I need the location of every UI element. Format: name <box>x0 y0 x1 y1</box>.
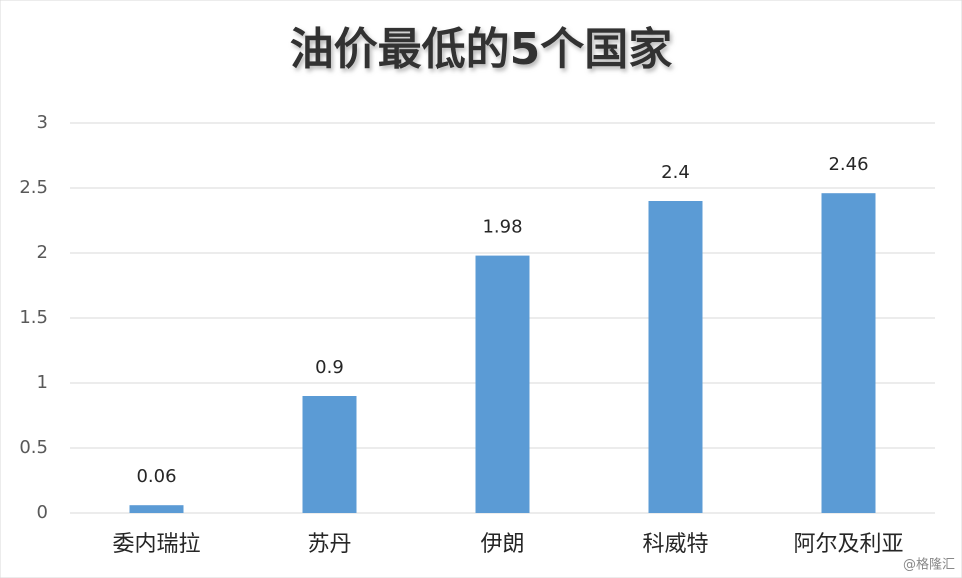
data-label: 2.46 <box>828 154 868 175</box>
y-tick-label: 1.5 <box>19 307 48 328</box>
bar <box>475 255 530 513</box>
x-tick-label: 科威特 <box>642 532 708 557</box>
x-tick-label: 委内瑞拉 <box>112 532 200 557</box>
y-tick-label: 0 <box>37 502 48 523</box>
x-tick-label: 伊朗 <box>480 532 524 557</box>
data-label: 0.06 <box>136 466 176 487</box>
bar <box>648 201 703 513</box>
y-tick-label: 0.5 <box>19 437 48 458</box>
watermark: @格隆汇 <box>903 557 955 573</box>
y-tick-label: 2.5 <box>19 177 48 198</box>
x-tick-label: 苏丹 <box>307 532 351 557</box>
data-label: 1.98 <box>482 217 522 238</box>
x-tick-label: 阿尔及利亚 <box>793 532 903 557</box>
chart-title: 油价最低的5个国家 <box>290 24 673 75</box>
data-label: 0.9 <box>315 357 344 378</box>
bar <box>821 193 876 513</box>
data-label: 2.4 <box>661 162 690 183</box>
bar <box>302 396 357 513</box>
y-tick-label: 1 <box>37 372 48 393</box>
y-tick-label: 2 <box>37 242 48 263</box>
y-tick-label: 3 <box>37 112 48 133</box>
bar <box>129 505 184 513</box>
